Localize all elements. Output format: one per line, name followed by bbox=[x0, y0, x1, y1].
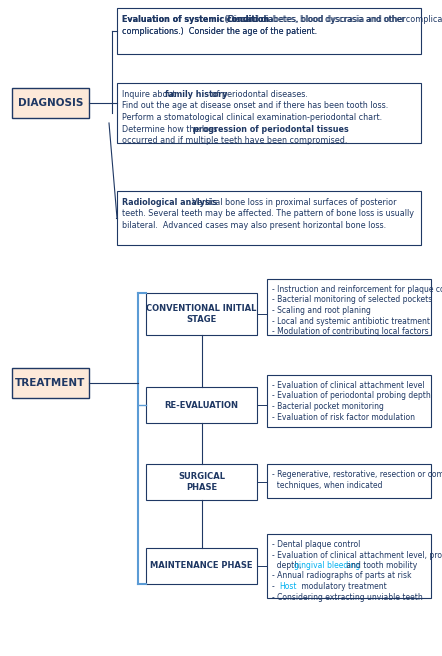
Text: RE-EVALUATION: RE-EVALUATION bbox=[164, 401, 239, 409]
FancyBboxPatch shape bbox=[146, 464, 257, 500]
Text: - Local and systemic antibiotic treatment: - Local and systemic antibiotic treatmen… bbox=[272, 316, 430, 325]
Text: Host: Host bbox=[279, 582, 297, 591]
Text: - Annual radiographs of parts at risk: - Annual radiographs of parts at risk bbox=[272, 571, 412, 581]
Text: of periodontal diseases.: of periodontal diseases. bbox=[209, 90, 308, 99]
Text: - Evaluation of risk factor modulation: - Evaluation of risk factor modulation bbox=[272, 413, 415, 422]
Text: - Evaluation of clinical attachment level, probing: - Evaluation of clinical attachment leve… bbox=[272, 550, 442, 560]
Text: - Instruction and reinforcement for plaque control: - Instruction and reinforcement for plaq… bbox=[272, 285, 442, 294]
FancyBboxPatch shape bbox=[12, 368, 89, 398]
FancyBboxPatch shape bbox=[267, 464, 431, 498]
Text: bilateral.  Advanced cases may also present horizontal bone loss.: bilateral. Advanced cases may also prese… bbox=[122, 221, 386, 230]
FancyBboxPatch shape bbox=[146, 387, 257, 423]
Text: complications.)  Consider the age of the patient.: complications.) Consider the age of the … bbox=[122, 27, 317, 36]
Text: - Evaluation of clinical attachment level: - Evaluation of clinical attachment leve… bbox=[272, 381, 425, 390]
Text: CONVENTIONAL INITIAL
STAGE: CONVENTIONAL INITIAL STAGE bbox=[146, 304, 257, 324]
Text: progression of periodontal tissues: progression of periodontal tissues bbox=[193, 125, 349, 134]
FancyBboxPatch shape bbox=[267, 279, 431, 335]
FancyBboxPatch shape bbox=[117, 8, 421, 54]
Text: : Vertical bone loss in proximal surfaces of posterior: : Vertical bone loss in proximal surface… bbox=[187, 198, 396, 207]
Text: Determine how the loss: Determine how the loss bbox=[122, 125, 220, 134]
Text: - Modulation of contributing local factors: - Modulation of contributing local facto… bbox=[272, 327, 429, 336]
Text: (Discard diabetes, blood dyscrasia and other: (Discard diabetes, blood dyscrasia and o… bbox=[222, 15, 405, 24]
Text: MAINTENANCE PHASE: MAINTENANCE PHASE bbox=[150, 562, 253, 571]
Text: complications.)  Consider the age of the patient.: complications.) Consider the age of the … bbox=[122, 27, 317, 36]
FancyBboxPatch shape bbox=[146, 548, 257, 584]
Text: gingival bleeding: gingival bleeding bbox=[294, 561, 360, 570]
Text: techniques, when indicated: techniques, when indicated bbox=[272, 481, 382, 490]
Text: - Evaluation of periodontal probing depth: - Evaluation of periodontal probing dept… bbox=[272, 392, 431, 401]
Text: and tooth mobility: and tooth mobility bbox=[344, 561, 417, 570]
FancyBboxPatch shape bbox=[117, 191, 421, 245]
Text: -: - bbox=[272, 582, 277, 591]
Text: modulatory treatment: modulatory treatment bbox=[299, 582, 387, 591]
Text: Perform a stomatological clinical examination-periodontal chart.: Perform a stomatological clinical examin… bbox=[122, 113, 382, 122]
Text: - Bacterial monitoring of selected pockets: - Bacterial monitoring of selected pocke… bbox=[272, 295, 432, 304]
Text: Evaluation of systemic condition: Evaluation of systemic condition bbox=[122, 15, 269, 24]
Text: DIAGNOSIS: DIAGNOSIS bbox=[18, 98, 83, 108]
Text: - Dental plaque control: - Dental plaque control bbox=[272, 540, 360, 549]
FancyBboxPatch shape bbox=[267, 534, 431, 598]
Text: occurred and if multiple teeth have been compromised.: occurred and if multiple teeth have been… bbox=[122, 136, 347, 145]
FancyBboxPatch shape bbox=[117, 83, 421, 143]
Text: Evaluation of systemic condition: Evaluation of systemic condition bbox=[122, 15, 269, 24]
Text: SURGICAL
PHASE: SURGICAL PHASE bbox=[178, 472, 225, 492]
Text: (Discard diabetes, blood dyscrasia and othercomplications.)  Consider the age of: (Discard diabetes, blood dyscrasia and o… bbox=[223, 15, 442, 24]
Text: Radiological analysis: Radiological analysis bbox=[122, 198, 217, 207]
Text: TREATMENT: TREATMENT bbox=[15, 378, 86, 388]
FancyBboxPatch shape bbox=[12, 88, 89, 118]
Text: - Scaling and root planing: - Scaling and root planing bbox=[272, 306, 371, 315]
Text: - Regenerative, restorative, resection or combined: - Regenerative, restorative, resection o… bbox=[272, 470, 442, 479]
Text: Inquire about: Inquire about bbox=[122, 90, 178, 99]
Text: depth,: depth, bbox=[272, 561, 304, 570]
Text: Find out the age at disease onset and if there has been tooth loss.: Find out the age at disease onset and if… bbox=[122, 102, 388, 110]
Text: family history: family history bbox=[165, 90, 228, 99]
Text: teeth. Several teeth may be affected. The pattern of bone loss is usually: teeth. Several teeth may be affected. Th… bbox=[122, 209, 414, 218]
Text: - Considering extracting unviable teeth: - Considering extracting unviable teeth bbox=[272, 592, 423, 602]
Text: - Bacterial pocket monitoring: - Bacterial pocket monitoring bbox=[272, 402, 384, 411]
FancyBboxPatch shape bbox=[146, 293, 257, 335]
FancyBboxPatch shape bbox=[267, 375, 431, 427]
